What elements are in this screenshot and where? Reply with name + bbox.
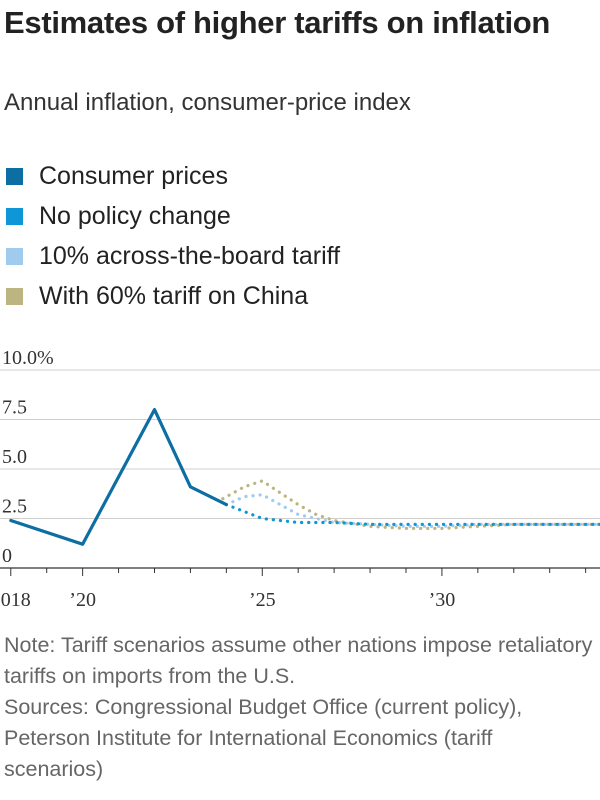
- x-tick-label: ’30: [429, 589, 456, 611]
- legend-item-no-policy-change: No policy change: [4, 196, 340, 236]
- line-chart: 10.0% 7.5 5.0 2.5 0 2018 ’20 ’25 ’30: [0, 347, 600, 611]
- legend-item-consumer-prices: Consumer prices: [4, 156, 340, 196]
- legend-swatch-no-policy-change: [6, 207, 23, 225]
- sources-text: Sources: Congressional Budget Office (cu…: [4, 695, 523, 781]
- y-tick-label: 10.0%: [2, 347, 54, 369]
- chart-subtitle: Annual inflation, consumer-price index: [4, 89, 411, 116]
- chart-legend: Consumer prices No policy change 10% acr…: [4, 156, 340, 316]
- chart-notes: Note: Tariff scenarios assume other nati…: [4, 630, 594, 785]
- legend-label: With 60% tariff on China: [39, 281, 309, 310]
- y-tick-label: 7.5: [2, 397, 27, 419]
- legend-label: No policy change: [39, 201, 231, 230]
- x-tick-label: ’25: [249, 589, 276, 611]
- legend-item-60-percent-china-tariff: With 60% tariff on China: [4, 276, 340, 316]
- legend-label: Consumer prices: [39, 161, 228, 190]
- series-line-no-policy-change: [224, 503, 600, 526]
- x-tick-label: 2018: [0, 589, 31, 611]
- chart-title: Estimates of higher tariffs on inflation: [4, 5, 551, 40]
- legend-label: 10% across-the-board tariff: [39, 241, 341, 270]
- x-tick-label: ’20: [69, 589, 96, 611]
- legend-swatch-consumer-prices: [6, 167, 23, 185]
- legend-swatch-60-percent-china-tariff: [6, 287, 23, 305]
- y-tick-label: 0: [2, 545, 12, 567]
- legend-item-10-percent-tariff: 10% across-the-board tariff: [4, 236, 340, 276]
- y-tick-label: 2.5: [2, 496, 27, 518]
- y-tick-label: 5.0: [2, 446, 27, 468]
- series-line-10-across-the-board-tariff: [224, 493, 600, 528]
- series-line-consumer-prices: [9, 407, 228, 546]
- note-text: Note: Tariff scenarios assume other nati…: [4, 633, 593, 688]
- legend-swatch-10-percent-tariff: [6, 247, 23, 265]
